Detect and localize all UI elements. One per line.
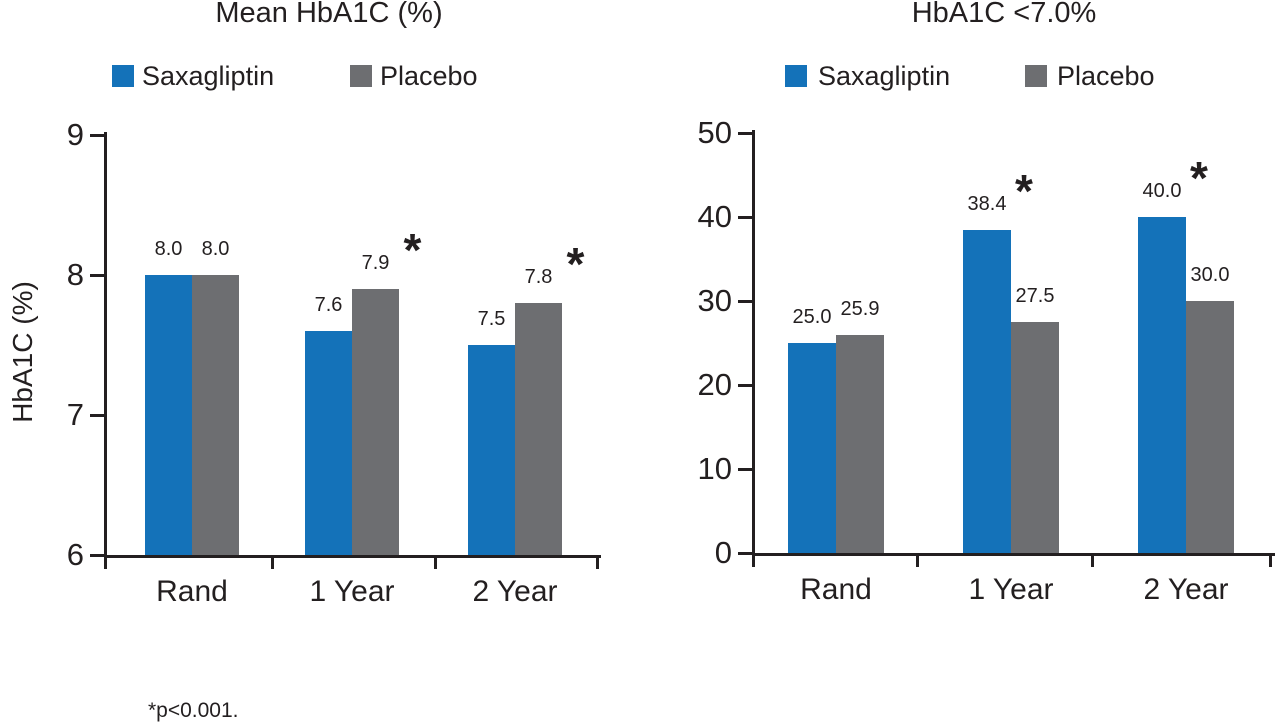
legend-label-placebo: Placebo: [1057, 61, 1155, 91]
y-axis-line: [752, 130, 755, 556]
y-tick-label: 50: [697, 115, 732, 150]
bar-saxagliptin-1-year: [305, 331, 352, 555]
bar-placebo-2-year: [1186, 301, 1234, 553]
chart-title: Mean HbA1C (%): [215, 0, 443, 29]
x-category-label: 1 Year: [309, 575, 395, 608]
y-tick: [738, 468, 753, 471]
significance-star: *: [566, 238, 585, 290]
y-tick: [90, 414, 105, 417]
x-tick: [752, 553, 755, 567]
bar-value-label: 8.0: [201, 238, 230, 260]
bar-value-label: 8.0: [154, 238, 183, 260]
significance-star: *: [403, 224, 422, 276]
bar-value-label: 7.9: [361, 252, 390, 274]
bar-saxagliptin-rand: [145, 275, 192, 555]
legend-label-saxagliptin: Saxagliptin: [142, 61, 275, 91]
chart-title: HbA1C <7.0%: [911, 0, 1097, 29]
x-axis-line: [104, 555, 601, 558]
y-tick-label: 40: [697, 199, 732, 234]
legend-label-saxagliptin: Saxagliptin: [818, 61, 951, 91]
y-tick: [738, 552, 753, 555]
y-tick: [738, 300, 753, 303]
legend-swatch-placebo: [350, 65, 372, 87]
y-tick-label: 8: [66, 257, 84, 292]
y-tick-label: 20: [697, 367, 732, 402]
bar-saxagliptin-2-year: [1138, 217, 1186, 553]
bar-value-label: 25.9: [840, 298, 880, 321]
bar-saxagliptin-1-year: [963, 230, 1011, 553]
y-tick-label: 9: [66, 117, 84, 152]
significance-footnote: *p<0.001.: [148, 699, 239, 722]
y-tick: [738, 384, 753, 387]
bar-value-label: 38.4: [967, 193, 1007, 216]
legend-swatch-saxagliptin: [785, 65, 807, 87]
y-tick-label: 0: [714, 535, 732, 570]
legend-swatch-saxagliptin: [112, 65, 134, 87]
legend-label-placebo: Placebo: [380, 61, 478, 91]
x-category-label: 1 Year: [968, 573, 1054, 606]
y-tick-label: 6: [66, 537, 84, 572]
legend-swatch-placebo: [1025, 65, 1047, 87]
x-category-label: 2 Year: [472, 575, 558, 608]
bar-placebo-rand: [192, 275, 239, 555]
x-tick: [1269, 553, 1272, 567]
y-tick: [90, 554, 105, 557]
bar-value-label: 27.5: [1015, 285, 1055, 307]
bar-placebo-2-year: [515, 303, 562, 555]
bar-placebo-1-year: [352, 289, 399, 555]
y-axis-line: [104, 132, 107, 558]
bar-placebo-1-year: [1011, 322, 1059, 553]
bar-saxagliptin-rand: [788, 343, 836, 553]
bar-value-label: 40.0: [1142, 180, 1182, 202]
y-tick: [90, 134, 105, 137]
y-tick: [738, 132, 753, 135]
bar-value-label: 30.0: [1190, 264, 1230, 286]
x-tick: [1091, 553, 1094, 567]
significance-star: *: [1190, 152, 1208, 204]
x-tick: [104, 555, 107, 569]
y-tick-label: 30: [697, 283, 732, 318]
bar-value-label: 7.5: [477, 308, 506, 330]
bar-saxagliptin-2-year: [468, 345, 515, 555]
bar-value-label: 7.8: [524, 266, 553, 288]
bar-value-label: 7.6: [314, 294, 343, 316]
y-tick: [738, 216, 753, 219]
x-category-label: Rand: [800, 573, 872, 606]
x-tick: [596, 555, 599, 569]
bar-value-label: 25.0: [792, 306, 832, 328]
x-tick: [434, 555, 437, 569]
significance-star: *: [1015, 165, 1033, 218]
y-tick-label: 7: [66, 397, 84, 432]
x-tick: [916, 553, 919, 567]
y-tick-label: 10: [697, 451, 732, 486]
y-tick: [90, 274, 105, 277]
x-category-label: 2 Year: [1143, 573, 1229, 606]
x-category-label: Rand: [156, 575, 228, 608]
x-axis-line: [752, 553, 1275, 556]
x-tick: [271, 555, 274, 569]
bar-placebo-rand: [836, 335, 884, 553]
